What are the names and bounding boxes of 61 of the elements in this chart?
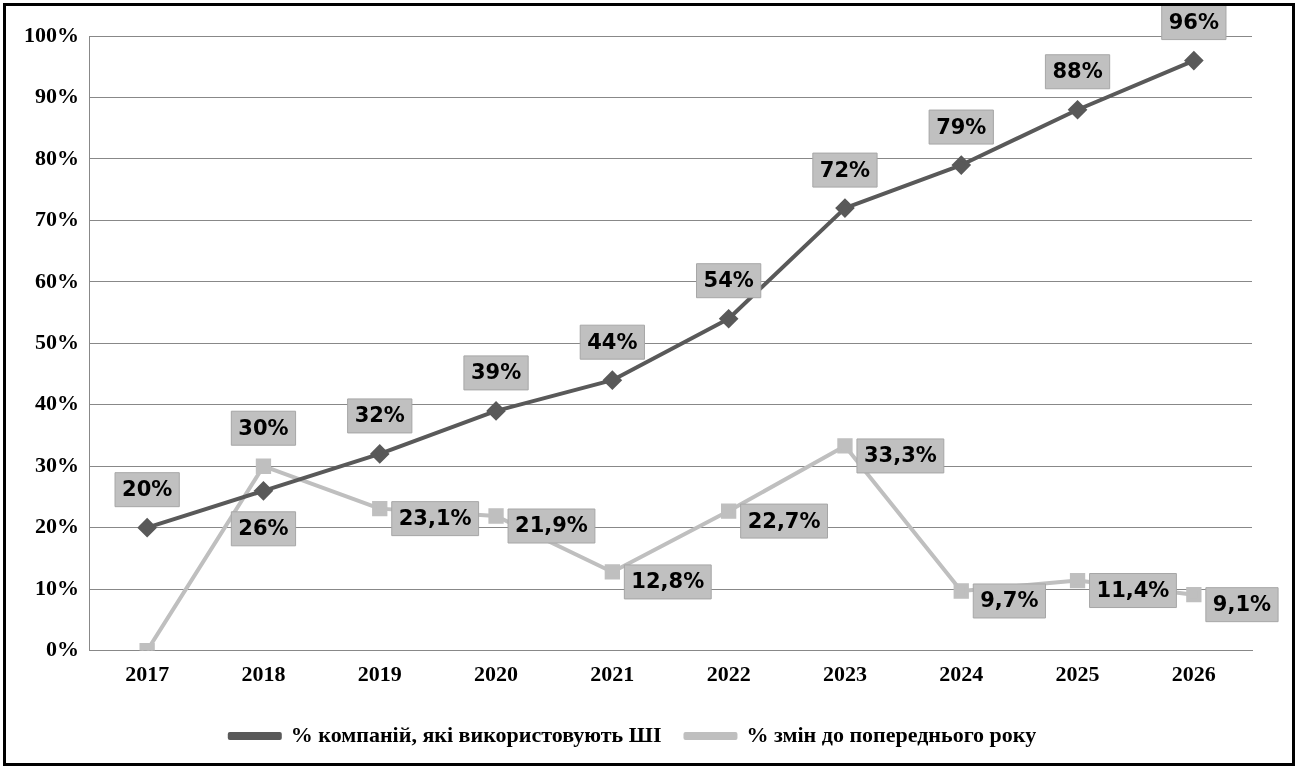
data-label: 39%: [470, 360, 522, 385]
x-tick-label: 2017: [125, 661, 170, 687]
x-tick-label: 2018: [241, 661, 286, 687]
data-label: 44%: [587, 329, 638, 354]
data-label: 23,1%: [398, 506, 472, 531]
y-tick-label: 50%: [35, 328, 79, 354]
data-label: 88%: [1052, 59, 1103, 84]
y-tick-label: 60%: [35, 267, 79, 293]
data-label: 32%: [354, 403, 405, 428]
data-label: 96%: [1168, 10, 1219, 35]
data-label: 33,3%: [863, 443, 937, 468]
legend-label: % змін до попереднього року: [746, 721, 1037, 747]
data-label: 9,1%: [1212, 592, 1272, 617]
point: [1186, 587, 1202, 603]
data-label: 11,4%: [1096, 577, 1170, 602]
point: [603, 371, 622, 390]
point: [719, 309, 738, 328]
point: [488, 508, 504, 524]
y-tick-label: 40%: [35, 390, 79, 416]
y-tick-label: 20%: [35, 513, 79, 539]
data-label: 12,8%: [631, 569, 705, 594]
x-tick-label: 2022: [706, 661, 751, 687]
y-tick-label: 100%: [24, 21, 79, 47]
y-tick-label: 10%: [35, 574, 79, 600]
x-tick-label: 2020: [474, 661, 519, 687]
point: [1184, 51, 1203, 70]
data-label: 26%: [238, 516, 289, 541]
data-label: 20%: [122, 477, 173, 502]
point: [370, 444, 389, 463]
data-label: 79%: [936, 114, 987, 139]
point: [952, 156, 971, 175]
point: [255, 458, 272, 474]
data-label: 21,9%: [515, 513, 588, 538]
y-tick-label: 80%: [35, 144, 79, 170]
point: [604, 564, 621, 580]
x-tick-label: 2019: [357, 661, 402, 687]
point: [1068, 100, 1087, 119]
point: [720, 503, 737, 519]
x-tick-label: 2026: [1171, 661, 1216, 687]
point: [953, 583, 969, 599]
y-tick-label: 90%: [35, 83, 79, 109]
x-tick-label: 2024: [939, 661, 984, 687]
x-tick-label: 2023: [822, 661, 867, 687]
x-tick-label: 2025: [1055, 661, 1100, 687]
point: [835, 199, 854, 218]
y-tick-label: 70%: [35, 206, 79, 232]
y-tick-label: 30%: [35, 451, 79, 477]
point: [372, 500, 388, 517]
point: [138, 518, 157, 537]
legend-label: % компаній, які використовують ШІ: [290, 721, 662, 747]
point: [837, 438, 853, 454]
data-label: 54%: [703, 268, 754, 293]
point: [487, 401, 506, 420]
data-label: 30%: [238, 415, 289, 440]
data-label: 9,7%: [980, 588, 1039, 613]
data-label: 72%: [819, 157, 871, 182]
data-label: 22,7%: [747, 508, 821, 533]
point: [254, 481, 273, 500]
point: [1069, 572, 1086, 589]
x-tick-label: 2021: [590, 661, 635, 687]
y-tick-label: 0%: [46, 636, 79, 662]
